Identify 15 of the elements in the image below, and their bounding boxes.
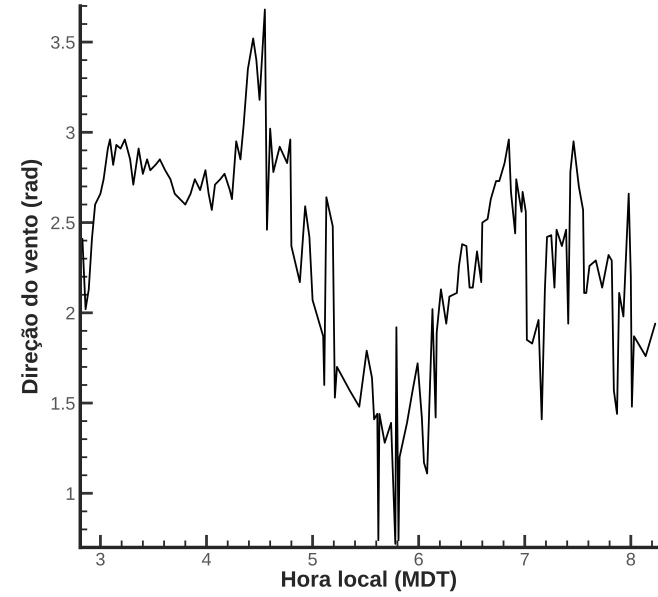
y-tick-label: 3.5 bbox=[51, 36, 75, 49]
x-tick-label: 4 bbox=[202, 552, 211, 566]
x-tick-label: 8 bbox=[626, 552, 636, 566]
y-tick-label: 2.5 bbox=[51, 216, 75, 230]
x-tick-label: 6 bbox=[414, 552, 423, 566]
y-tick-label: 1.5 bbox=[52, 397, 75, 410]
y-tick-label: 1 bbox=[66, 487, 75, 500]
x-tick-label: 5 bbox=[308, 552, 317, 566]
line-series bbox=[81, 8, 656, 545]
x-axis-title: Hora local (MDT) bbox=[282, 570, 456, 592]
x-tick-label: 7 bbox=[520, 552, 529, 566]
y-axis-title: Direção do vento (rad) bbox=[21, 160, 42, 394]
y-tick-label: 2 bbox=[66, 306, 75, 320]
x-tick-label: 3 bbox=[96, 552, 105, 566]
y-tick-label: 3 bbox=[66, 126, 75, 140]
